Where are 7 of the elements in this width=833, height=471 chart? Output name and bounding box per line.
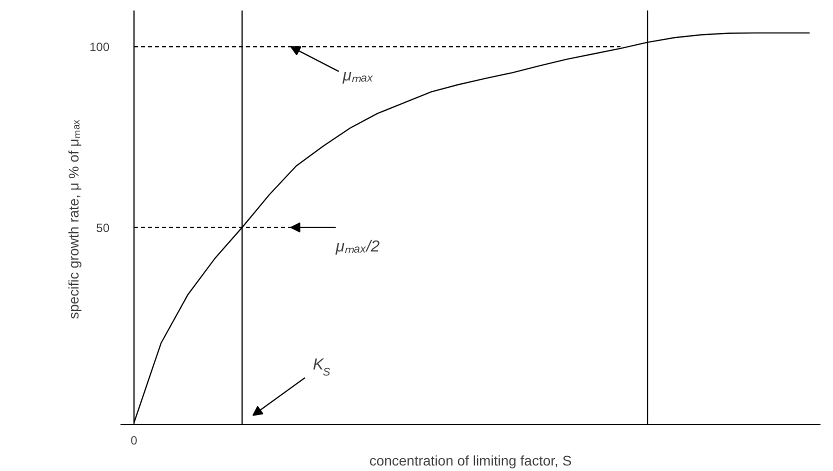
y-tick-label: 50 (96, 220, 110, 235)
x-tick-label: 0 (130, 434, 138, 448)
annotation: μₘₐₓ (342, 68, 374, 85)
x-axis-title: concentration of limiting factor, S (369, 452, 572, 468)
annotation: μₘₐₓ/2 (334, 238, 380, 256)
y-tick-label: 100 (89, 40, 110, 54)
y-axis-title: specific growth rate, μ % of μₘₐₓ (65, 119, 82, 319)
